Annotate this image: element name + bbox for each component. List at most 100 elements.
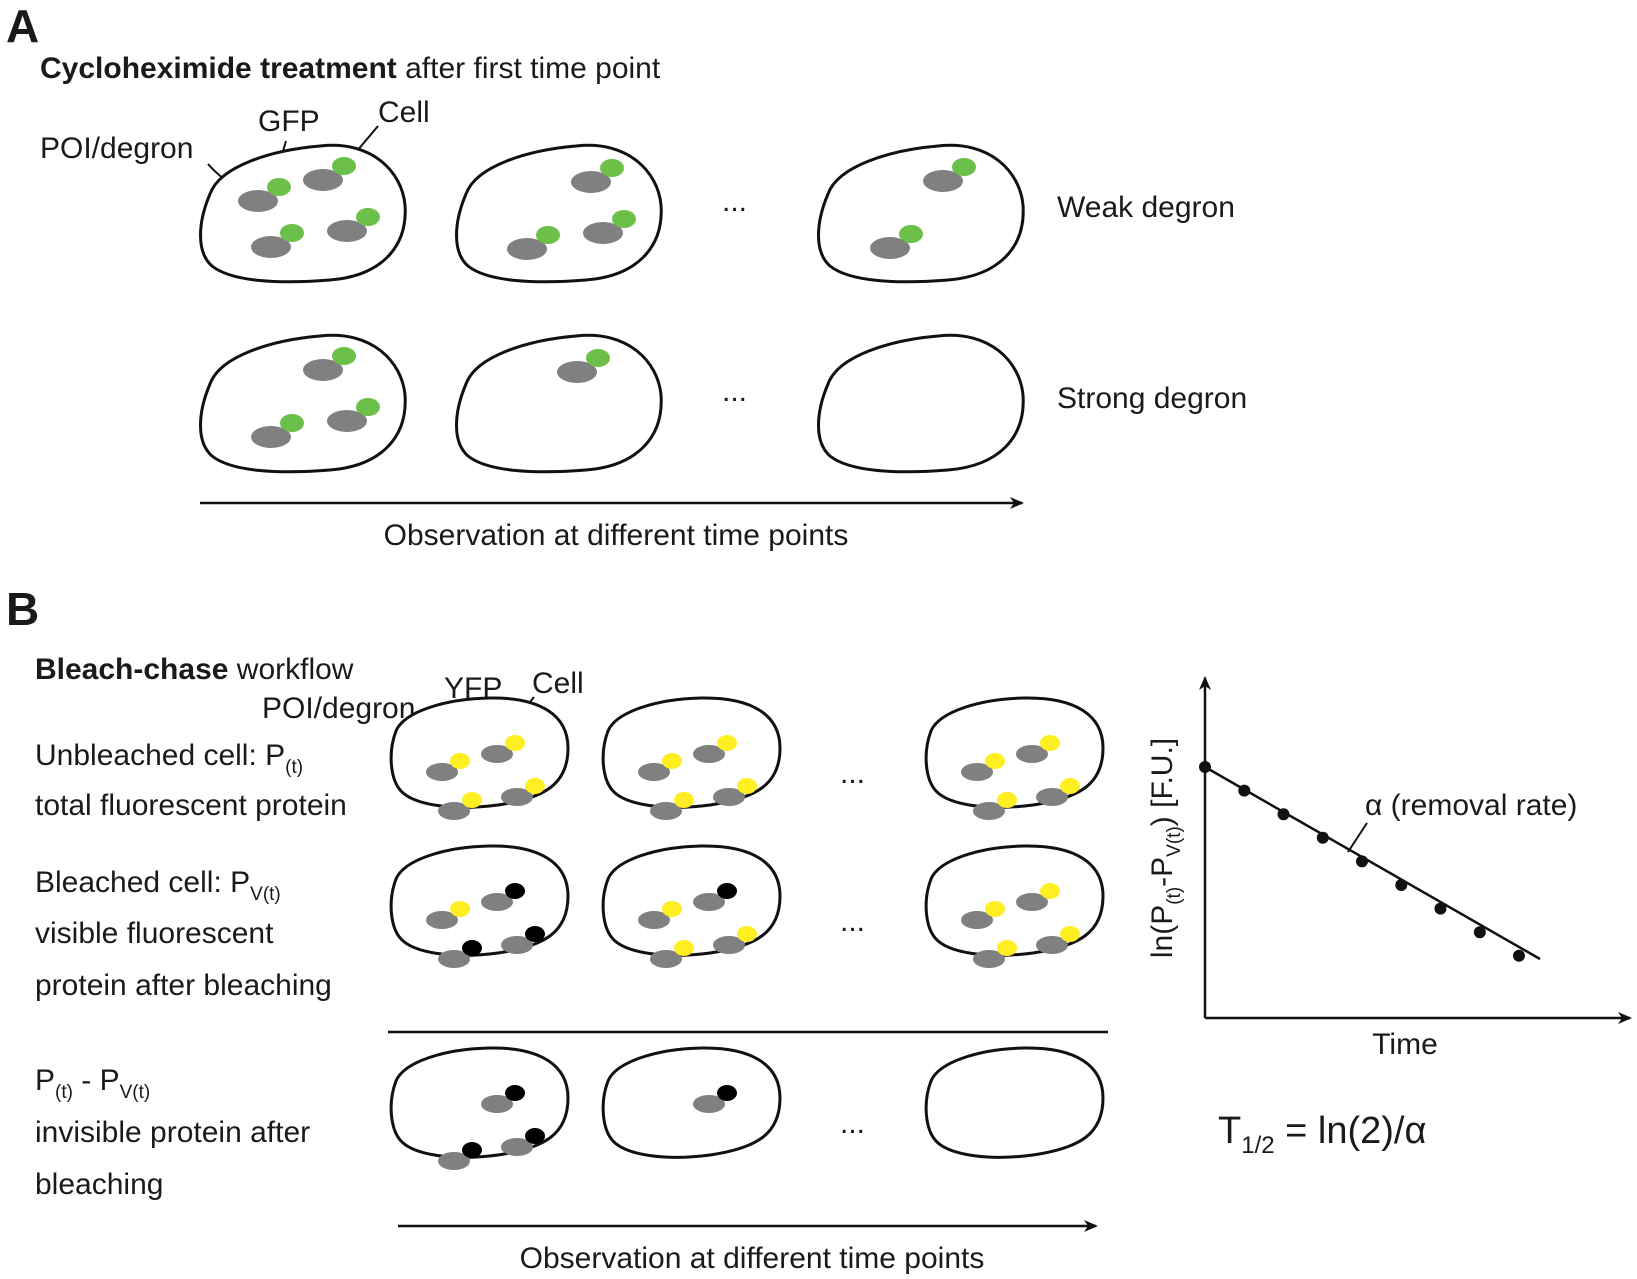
- row-label-difference-line2: invisible protein after: [35, 1116, 310, 1149]
- yfp-dot: [674, 792, 694, 808]
- yfp-dot: [505, 735, 525, 751]
- panel-b-title-rest: workflow: [228, 653, 353, 686]
- poi-blob: [638, 763, 670, 781]
- poi-blob: [693, 745, 725, 763]
- ylabel-subscript-1: (t): [1164, 887, 1185, 905]
- poi-blob: [583, 222, 623, 244]
- poi-blob: [1016, 745, 1048, 763]
- cell-difference-1: [389, 1046, 570, 1170]
- poi-blob: [481, 1095, 513, 1113]
- yfp-dot: [674, 940, 694, 956]
- poi-blob: [1016, 893, 1048, 911]
- gfp-dot: [332, 347, 356, 365]
- cell-bleached-2: [601, 844, 782, 968]
- label-gfp: GFP: [258, 105, 320, 138]
- plot-y-label: ln(P(t)-PV(t)) [F.U.]: [1146, 738, 1185, 958]
- yfp-dot: [462, 792, 482, 808]
- yfp-dot: [1060, 926, 1080, 942]
- bleached-dot: [462, 940, 482, 956]
- bleached-dot: [717, 1085, 737, 1101]
- poi-blob: [238, 190, 278, 212]
- fit-line: [1204, 765, 1541, 961]
- poi-blob: [251, 236, 291, 258]
- poi-blob: [303, 359, 343, 381]
- formula-t: T: [1218, 1110, 1241, 1152]
- poi-blob: [693, 893, 725, 911]
- row-label-bleached-line3: protein after bleaching: [35, 969, 332, 1002]
- bleached-dot: [525, 926, 545, 942]
- time-arrow-a-label: Observation at different time points: [384, 519, 849, 552]
- row-label-difference: P(t) - PV(t): [35, 1064, 150, 1103]
- cell-weak-2: [455, 143, 663, 284]
- poi-blob: [438, 1152, 470, 1170]
- row-label-difference-line3: bleaching: [35, 1168, 163, 1201]
- panel-a: A Cycloheximide treatment after first ti…: [6, 0, 1247, 552]
- yfp-dot: [450, 753, 470, 769]
- data-point: [1316, 831, 1329, 844]
- gfp-dot: [899, 225, 923, 243]
- bleached-dot: [505, 883, 525, 899]
- cell-strong-1: [199, 333, 407, 474]
- ellipsis-bleached: ...: [840, 905, 865, 938]
- diff-mid: - P: [73, 1064, 120, 1097]
- poi-blob: [713, 936, 745, 954]
- poi-blob: [1036, 936, 1068, 954]
- panel-a-letter: A: [6, 0, 39, 52]
- poi-blob: [973, 802, 1005, 820]
- gfp-dot: [536, 226, 560, 244]
- panel-b-title-bold: Bleach-chase: [35, 653, 228, 686]
- yfp-dot: [997, 940, 1017, 956]
- cell-unbleached-2: [601, 696, 782, 820]
- poi-blob: [426, 763, 458, 781]
- poi-blob: [557, 361, 597, 383]
- plot-x-label: Time: [1372, 1028, 1438, 1061]
- poi-blob: [923, 170, 963, 192]
- gfp-dot: [952, 158, 976, 176]
- poi-blob: [650, 950, 682, 968]
- poi-blob: [327, 220, 367, 242]
- ellipsis-strong: ...: [722, 375, 747, 408]
- poi-blob: [438, 802, 470, 820]
- data-points: [1199, 761, 1525, 962]
- cell-difference-3: [924, 1046, 1105, 1159]
- yfp-dot: [1040, 735, 1060, 751]
- yfp-dot: [662, 901, 682, 917]
- bleached-subscript: V(t): [250, 884, 281, 905]
- poi-blob: [501, 788, 533, 806]
- panel-a-title-bold: Cycloheximide treatment: [40, 52, 397, 85]
- cell-unbleached-3: [924, 696, 1105, 820]
- data-point: [1395, 879, 1408, 891]
- yfp-dot: [717, 735, 737, 751]
- data-point: [1473, 926, 1486, 939]
- ylabel-mid: -P: [1146, 857, 1179, 887]
- gfp-dot: [267, 178, 291, 196]
- poi-blob: [507, 238, 547, 260]
- row-label-unbleached-line2: total fluorescent protein: [35, 789, 347, 822]
- poi-blob: [501, 1138, 533, 1156]
- yfp-dot: [450, 901, 470, 917]
- unbleached-subscript: (t): [285, 757, 303, 778]
- label-cell-b: Cell: [532, 667, 584, 700]
- ellipsis-unbleached: ...: [840, 757, 865, 790]
- yfp-dot: [985, 753, 1005, 769]
- yfp-dot: [662, 753, 682, 769]
- unbleached-text: Unbleached cell: P: [35, 739, 285, 772]
- poi-blob: [693, 1095, 725, 1113]
- cell-strong-2: [455, 333, 663, 474]
- poi-blob: [713, 788, 745, 806]
- yfp-dot: [997, 792, 1017, 808]
- yfp-dot: [1040, 883, 1060, 899]
- cell-bleached-3: [924, 844, 1105, 968]
- poi-blob: [961, 763, 993, 781]
- data-point: [1238, 784, 1251, 797]
- row-label-unbleached: Unbleached cell: P(t): [35, 739, 303, 778]
- time-arrow-b-label: Observation at different time points: [520, 1242, 985, 1275]
- data-point: [1199, 761, 1211, 773]
- cell-strong-3: [817, 333, 1025, 474]
- label-cell-a: Cell: [378, 96, 430, 129]
- row-label-bleached-line2: visible fluorescent: [35, 917, 274, 950]
- gfp-dot: [586, 349, 610, 367]
- poi-blob: [571, 171, 611, 193]
- ylabel-end: ) [F.U.]: [1146, 738, 1179, 826]
